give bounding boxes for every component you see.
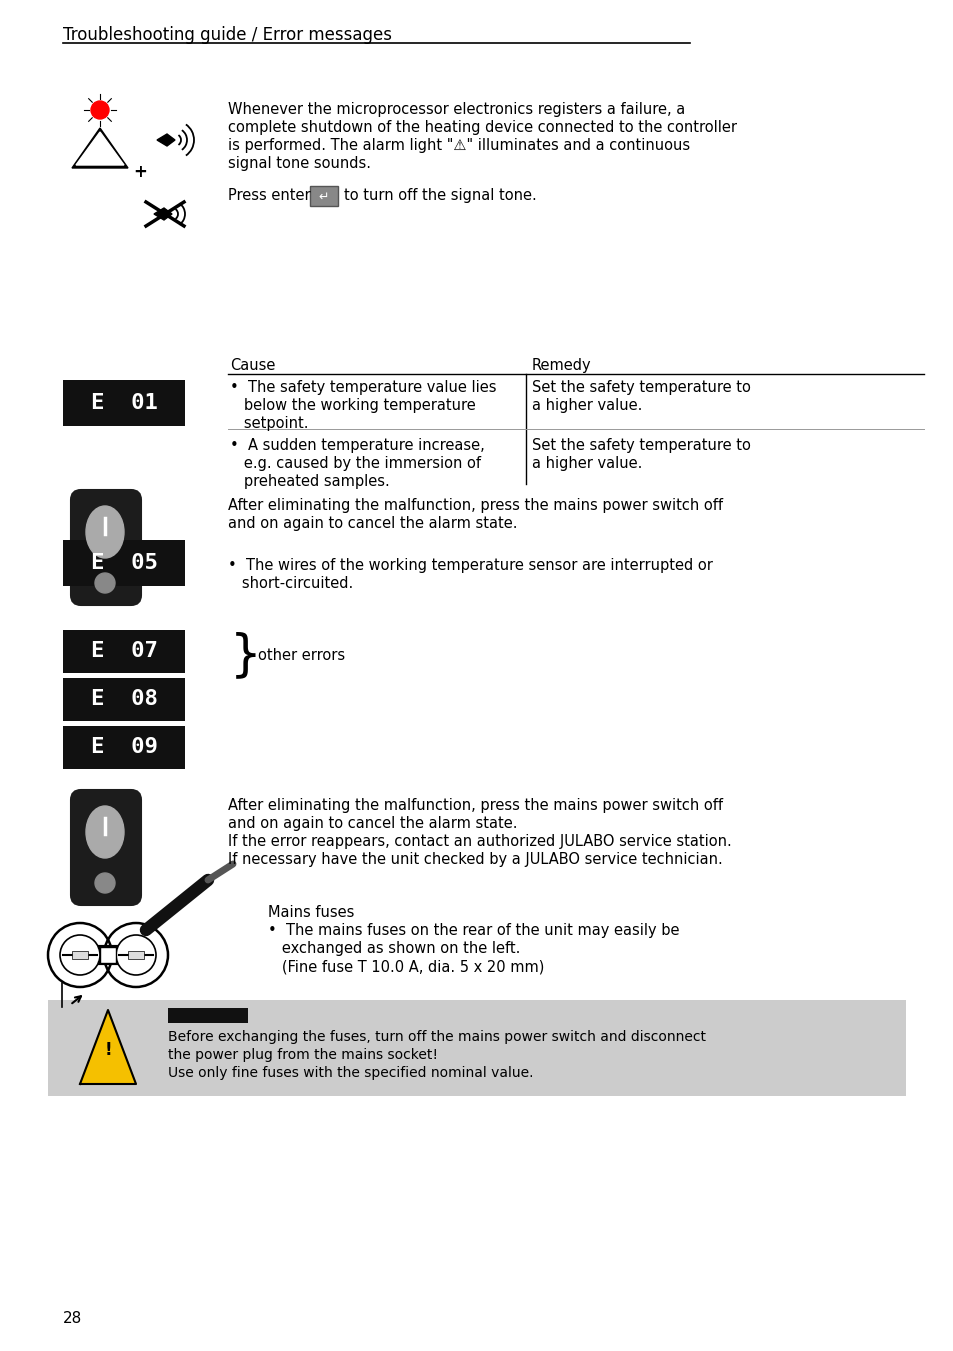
Text: a higher value.: a higher value. xyxy=(532,399,641,413)
Text: ↵: ↵ xyxy=(318,190,329,204)
Text: Before exchanging the fuses, turn off the mains power switch and disconnect: Before exchanging the fuses, turn off th… xyxy=(168,1029,705,1044)
Text: Whenever the microprocessor electronics registers a failure, a: Whenever the microprocessor electronics … xyxy=(228,101,684,118)
Bar xyxy=(63,678,185,721)
Text: Set the safety temperature to: Set the safety temperature to xyxy=(532,438,750,453)
Polygon shape xyxy=(76,132,124,165)
Text: E  05: E 05 xyxy=(91,553,157,573)
Circle shape xyxy=(91,101,109,119)
Text: Set the safety temperature to: Set the safety temperature to xyxy=(532,380,750,394)
Polygon shape xyxy=(157,134,174,146)
Bar xyxy=(128,951,144,959)
Bar xyxy=(168,1008,248,1023)
Text: After eliminating the malfunction, press the mains power switch off: After eliminating the malfunction, press… xyxy=(228,798,722,813)
Bar xyxy=(71,951,88,959)
Text: other errors: other errors xyxy=(257,647,345,662)
Text: a higher value.: a higher value. xyxy=(532,457,641,471)
Text: below the working temperature: below the working temperature xyxy=(230,399,476,413)
Text: E  07: E 07 xyxy=(91,640,157,661)
Text: If necessary have the unit checked by a JULABO service technician.: If necessary have the unit checked by a … xyxy=(228,852,722,867)
Circle shape xyxy=(95,573,115,593)
Text: is performed. The alarm light "⚠" illuminates and a continuous: is performed. The alarm light "⚠" illumi… xyxy=(228,138,689,153)
Bar xyxy=(48,1000,905,1096)
Text: and on again to cancel the alarm state.: and on again to cancel the alarm state. xyxy=(228,816,517,831)
Text: +: + xyxy=(132,163,147,181)
Ellipse shape xyxy=(86,807,124,858)
Polygon shape xyxy=(153,208,172,220)
Ellipse shape xyxy=(86,507,124,558)
Text: Cause: Cause xyxy=(230,358,275,373)
Text: 28: 28 xyxy=(63,1310,82,1325)
Text: If the error reappears, contact an authorized JULABO service station.: If the error reappears, contact an autho… xyxy=(228,834,731,848)
Text: After eliminating the malfunction, press the mains power switch off: After eliminating the malfunction, press… xyxy=(228,499,722,513)
Text: (Fine fuse T 10.0 A, dia. 5 x 20 mm): (Fine fuse T 10.0 A, dia. 5 x 20 mm) xyxy=(268,959,544,974)
Text: E  09: E 09 xyxy=(91,738,157,757)
Text: signal tone sounds.: signal tone sounds. xyxy=(228,155,371,172)
Polygon shape xyxy=(71,128,128,168)
Text: •  A sudden temperature increase,: • A sudden temperature increase, xyxy=(230,438,484,453)
Text: Press enter: Press enter xyxy=(228,188,311,203)
Text: exchanged as shown on the left.: exchanged as shown on the left. xyxy=(268,942,519,957)
Bar xyxy=(63,630,185,673)
Text: }: } xyxy=(230,631,261,680)
Text: complete shutdown of the heating device connected to the controller: complete shutdown of the heating device … xyxy=(228,120,737,135)
FancyBboxPatch shape xyxy=(71,790,141,905)
Text: !: ! xyxy=(104,1042,112,1059)
Circle shape xyxy=(95,873,115,893)
Text: •  The safety temperature value lies: • The safety temperature value lies xyxy=(230,380,496,394)
Text: short-circuited.: short-circuited. xyxy=(228,576,353,590)
Polygon shape xyxy=(80,1011,136,1084)
Text: Remedy: Remedy xyxy=(532,358,591,373)
Bar xyxy=(310,186,337,205)
FancyBboxPatch shape xyxy=(71,490,141,605)
Text: setpoint.: setpoint. xyxy=(230,416,308,431)
Bar xyxy=(310,186,337,205)
Bar xyxy=(100,947,116,963)
Text: e.g. caused by the immersion of: e.g. caused by the immersion of xyxy=(230,457,480,471)
Bar xyxy=(63,540,185,586)
Text: Mains fuses: Mains fuses xyxy=(268,905,354,920)
Text: and on again to cancel the alarm state.: and on again to cancel the alarm state. xyxy=(228,516,517,531)
Text: •  The wires of the working temperature sensor are interrupted or: • The wires of the working temperature s… xyxy=(228,558,712,573)
Text: •  The mains fuses on the rear of the unit may easily be: • The mains fuses on the rear of the uni… xyxy=(268,923,679,938)
Text: E  08: E 08 xyxy=(91,689,157,709)
Text: the power plug from the mains socket!: the power plug from the mains socket! xyxy=(168,1048,437,1062)
Bar xyxy=(63,380,185,426)
Text: E  01: E 01 xyxy=(91,393,157,413)
Text: to turn off the signal tone.: to turn off the signal tone. xyxy=(344,188,537,203)
Bar xyxy=(63,725,185,769)
Text: preheated samples.: preheated samples. xyxy=(230,474,390,489)
Text: Troubleshooting guide / Error messages: Troubleshooting guide / Error messages xyxy=(63,26,392,45)
Text: Use only fine fuses with the specified nominal value.: Use only fine fuses with the specified n… xyxy=(168,1066,533,1079)
